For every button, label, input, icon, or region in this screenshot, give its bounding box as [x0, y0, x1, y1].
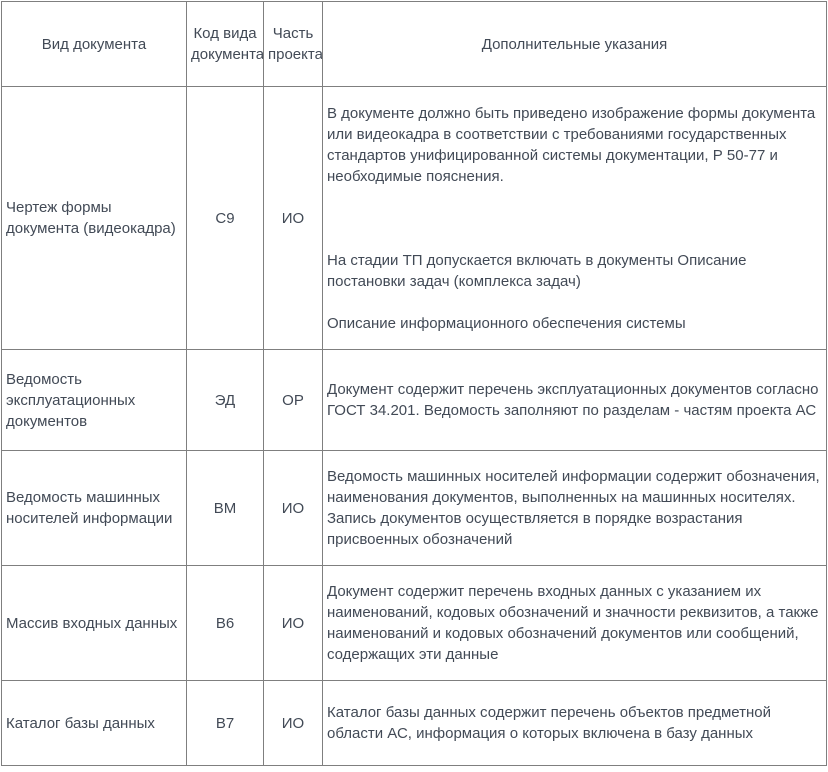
table-row: Ведомость эксплуатационных документов ЭД… [1, 349, 827, 451]
doc-code-cell: В6 [186, 565, 264, 681]
doc-code-cell: С9 [186, 86, 264, 350]
project-part-cell: ИО [263, 86, 323, 350]
doc-type-cell: Ведомость эксплуатационных документов [1, 349, 187, 451]
doc-type-cell: Массив входных данных [1, 565, 187, 681]
table-body: Чертеж формы документа (видеокадра) С9 И… [1, 86, 827, 766]
table-row: Ведомость машинных носителей информации … [1, 450, 827, 566]
column-header-doc-code: Код вида документа [186, 1, 264, 87]
column-header-doc-type: Вид документа [1, 1, 187, 87]
column-header-project-part: Часть проекта [263, 1, 323, 87]
instructions-paragraph: Документ содержит перечень эксплуатацион… [327, 381, 819, 419]
doc-type-cell: Чертеж формы документа (видеокадра) [1, 86, 187, 350]
table-row: Каталог базы данных В7 ИО Каталог базы д… [1, 680, 827, 766]
doc-type-cell: Каталог базы данных [1, 680, 187, 766]
project-part-cell: ИО [263, 680, 323, 766]
instructions-cell: Документ содержит перечень входных данны… [322, 565, 827, 681]
instructions-paragraph: В документе должно быть приведено изобра… [327, 104, 816, 185]
column-header-additional-instructions: Дополнительные указания [322, 1, 827, 87]
instructions-cell: Каталог базы данных содержит перечень об… [322, 680, 827, 766]
instructions-cell: Ведомость машинных носителей информации … [322, 450, 827, 566]
instructions-paragraph: Ведомость машинных носителей информации … [327, 468, 820, 548]
header-row: Вид документа Код вида документа Часть п… [1, 1, 827, 87]
table-row: Чертеж формы документа (видеокадра) С9 И… [1, 86, 827, 350]
instructions-cell: В документе должно быть приведено изобра… [322, 86, 827, 350]
instructions-paragraph: На стадии ТП допускается включать в доку… [327, 251, 747, 290]
doc-code-cell: ЭД [186, 349, 264, 451]
instructions-paragraph: Описание информационного обеспечения сис… [327, 314, 686, 332]
instructions-cell: Документ содержит перечень эксплуатацион… [322, 349, 827, 451]
project-part-cell: ИО [263, 450, 323, 566]
doc-code-cell: ВМ [186, 450, 264, 566]
instructions-paragraph: Каталог базы данных содержит перечень об… [327, 704, 772, 742]
doc-type-cell: Ведомость машинных носителей информации [1, 450, 187, 566]
doc-code-cell: В7 [186, 680, 264, 766]
table-row: Массив входных данных В6 ИО Документ сод… [1, 565, 827, 681]
instructions-paragraph: Документ содержит перечень входных данны… [327, 583, 819, 663]
project-part-cell: ОР [263, 349, 323, 451]
project-part-cell: ИО [263, 565, 323, 681]
